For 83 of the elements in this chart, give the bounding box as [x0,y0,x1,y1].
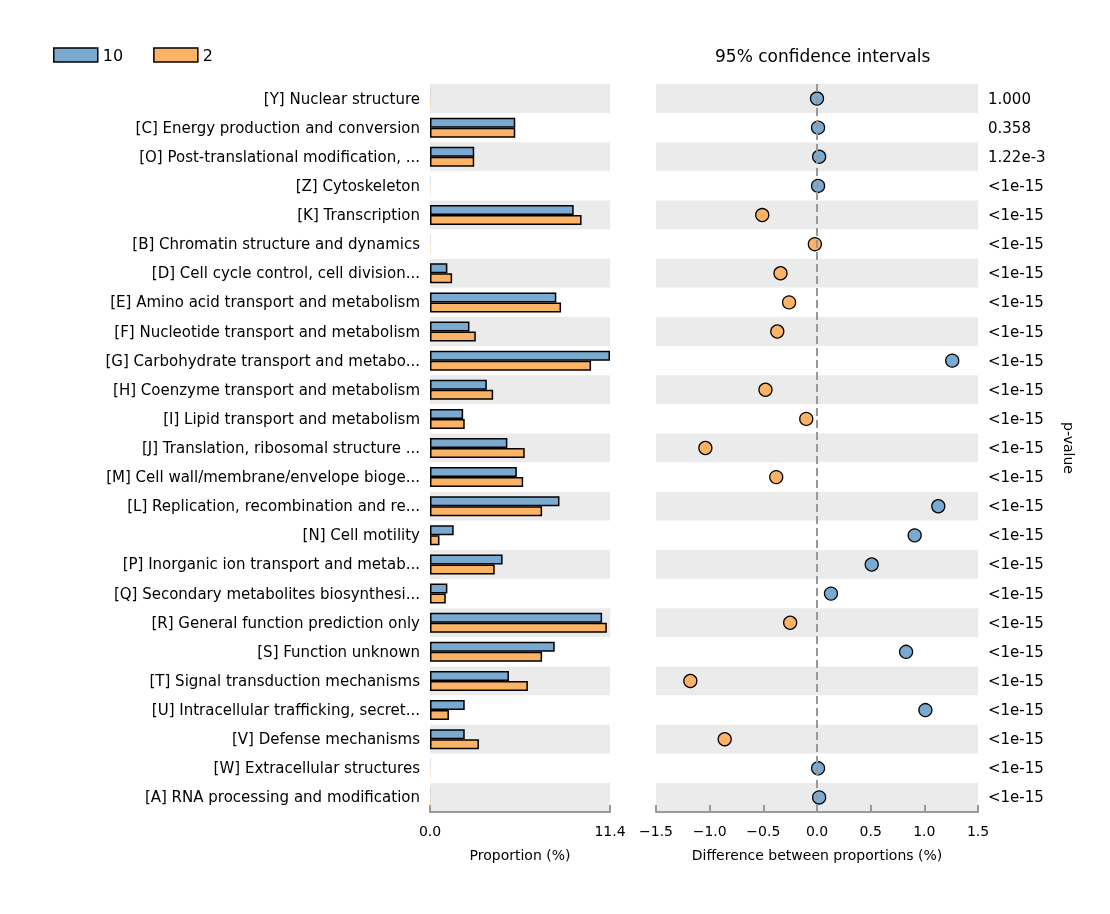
y2-tick-label: <1e-15 [988,264,1044,283]
y-tick-label: [L] Replication, recombination and re... [127,497,420,516]
y2-tick-label: <1e-15 [988,206,1044,225]
y2-tick-label: <1e-15 [988,235,1044,254]
point [898,644,914,659]
y2-tick-label: <1e-15 [988,409,1044,428]
point [931,499,946,514]
y2-tick-label: <1e-15 [988,555,1044,574]
x-tick-label: −1.5 [639,823,673,839]
y-tick-label: [S] Function unknown [257,642,420,661]
y2-tick-label: 0.358 [988,118,1031,137]
y-tick-label: [W] Extracellular structures [213,759,421,778]
y-tick-label: [T] Signal transduction mechanisms [149,671,421,690]
y2-tick-label: <1e-15 [988,322,1044,341]
y2-axis-title: p-value [1061,422,1077,474]
y-tick-label: [Y] Nuclear structure [263,89,420,108]
point [770,324,785,339]
y2-tick-label: <1e-15 [988,526,1044,545]
y2-tick-label: <1e-15 [988,642,1044,661]
y2-tick-label: <1e-15 [988,730,1044,749]
y-tick-label: [U] Intracellular trafficking, secret... [151,701,420,720]
point [783,615,798,630]
y2-tick-label: <1e-15 [988,788,1044,807]
x-tick-label: −1.0 [692,823,727,839]
y-tick-label: [M] Cell wall/membrane/envelope bioge... [106,468,420,487]
y2-tick-label: <1e-15 [988,759,1044,778]
y2-tick-label: <1e-15 [988,380,1044,399]
point [683,673,698,689]
y2-tick-label: <1e-15 [988,439,1044,457]
y2-tick-label: <1e-15 [988,176,1044,195]
y-tick-label: [D] Cell cycle control, cell division... [151,264,420,283]
point [945,353,960,368]
y2-tick-label: <1e-15 [988,497,1044,516]
y-tick-label: [R] General function prediction only [151,613,421,632]
y2-tick-label: <1e-15 [988,701,1044,720]
x-tick-label: 1.5 [966,823,990,839]
y2-tick-label: 1.000 [988,89,1031,108]
y2-tick-label: <1e-15 [988,351,1044,370]
x-tick-label: 1.0 [913,823,936,839]
y-tick-label: [Q] Secondary metabolites biosynthesi... [113,584,420,603]
y2-tick-label: <1e-15 [988,671,1044,690]
y-tick-label: [H] Coenzyme transport and metabolism [113,380,420,399]
x-tick-label: 0.0 [805,823,829,839]
x-tick-label: 0.5 [859,823,882,839]
point [799,411,814,427]
x-tick-label: −0.5 [746,823,781,839]
y2-tick-label: <1e-15 [988,584,1044,603]
y-tick-label: [K] Transcription [297,206,420,225]
y-tick-label: [E] Amino acid transport and metabolism [110,293,420,312]
x-tick-label: 0.0 [418,823,442,839]
point [773,266,788,281]
legend-label: 10 [102,45,124,65]
y2-tick-label: <1e-15 [988,293,1044,312]
y-tick-label: [J] Translation, ribosomal structure ... [141,439,420,457]
y-tick-label: [I] Lipid transport and metabolism [163,409,420,428]
point [758,382,773,397]
point [907,528,922,543]
point [781,295,797,310]
y-tick-label: [V] Defense mechanisms [231,730,421,749]
point [864,557,879,572]
point [717,732,732,747]
point [823,586,839,601]
point [769,469,784,485]
y-tick-label: [A] RNA processing and modification [144,788,420,807]
y-tick-label: [O] Post-translational modification, ... [139,147,420,166]
y2-tick-label: <1e-15 [988,613,1044,632]
x-axis-title: Difference between proportions (%) [691,847,943,863]
chart-title: 95% confidence intervals [715,45,931,66]
y-tick-label: [P] Inorganic ion transport and metab... [122,555,420,574]
y-tick-label: [C] Energy production and conversion [135,118,420,137]
y-tick-label: [Z] Cytoskeleton [295,176,420,195]
point [918,702,933,718]
y2-tick-label: 1.22e-3 [988,147,1046,166]
legend-label: 2 [202,45,214,65]
point [755,207,770,223]
y-tick-label: [B] Chromatin structure and dynamics [132,235,421,254]
x-tick-label: 11.4 [594,823,626,839]
y-tick-label: [G] Carbohydrate transport and metabo... [105,351,420,370]
point [698,440,713,456]
x-axis-title: Proportion (%) [469,847,571,863]
y-tick-label: [N] Cell motility [302,526,421,545]
y-tick-label: [F] Nucleotide transport and metabolism [114,322,420,341]
y2-tick-label: <1e-15 [988,468,1044,487]
